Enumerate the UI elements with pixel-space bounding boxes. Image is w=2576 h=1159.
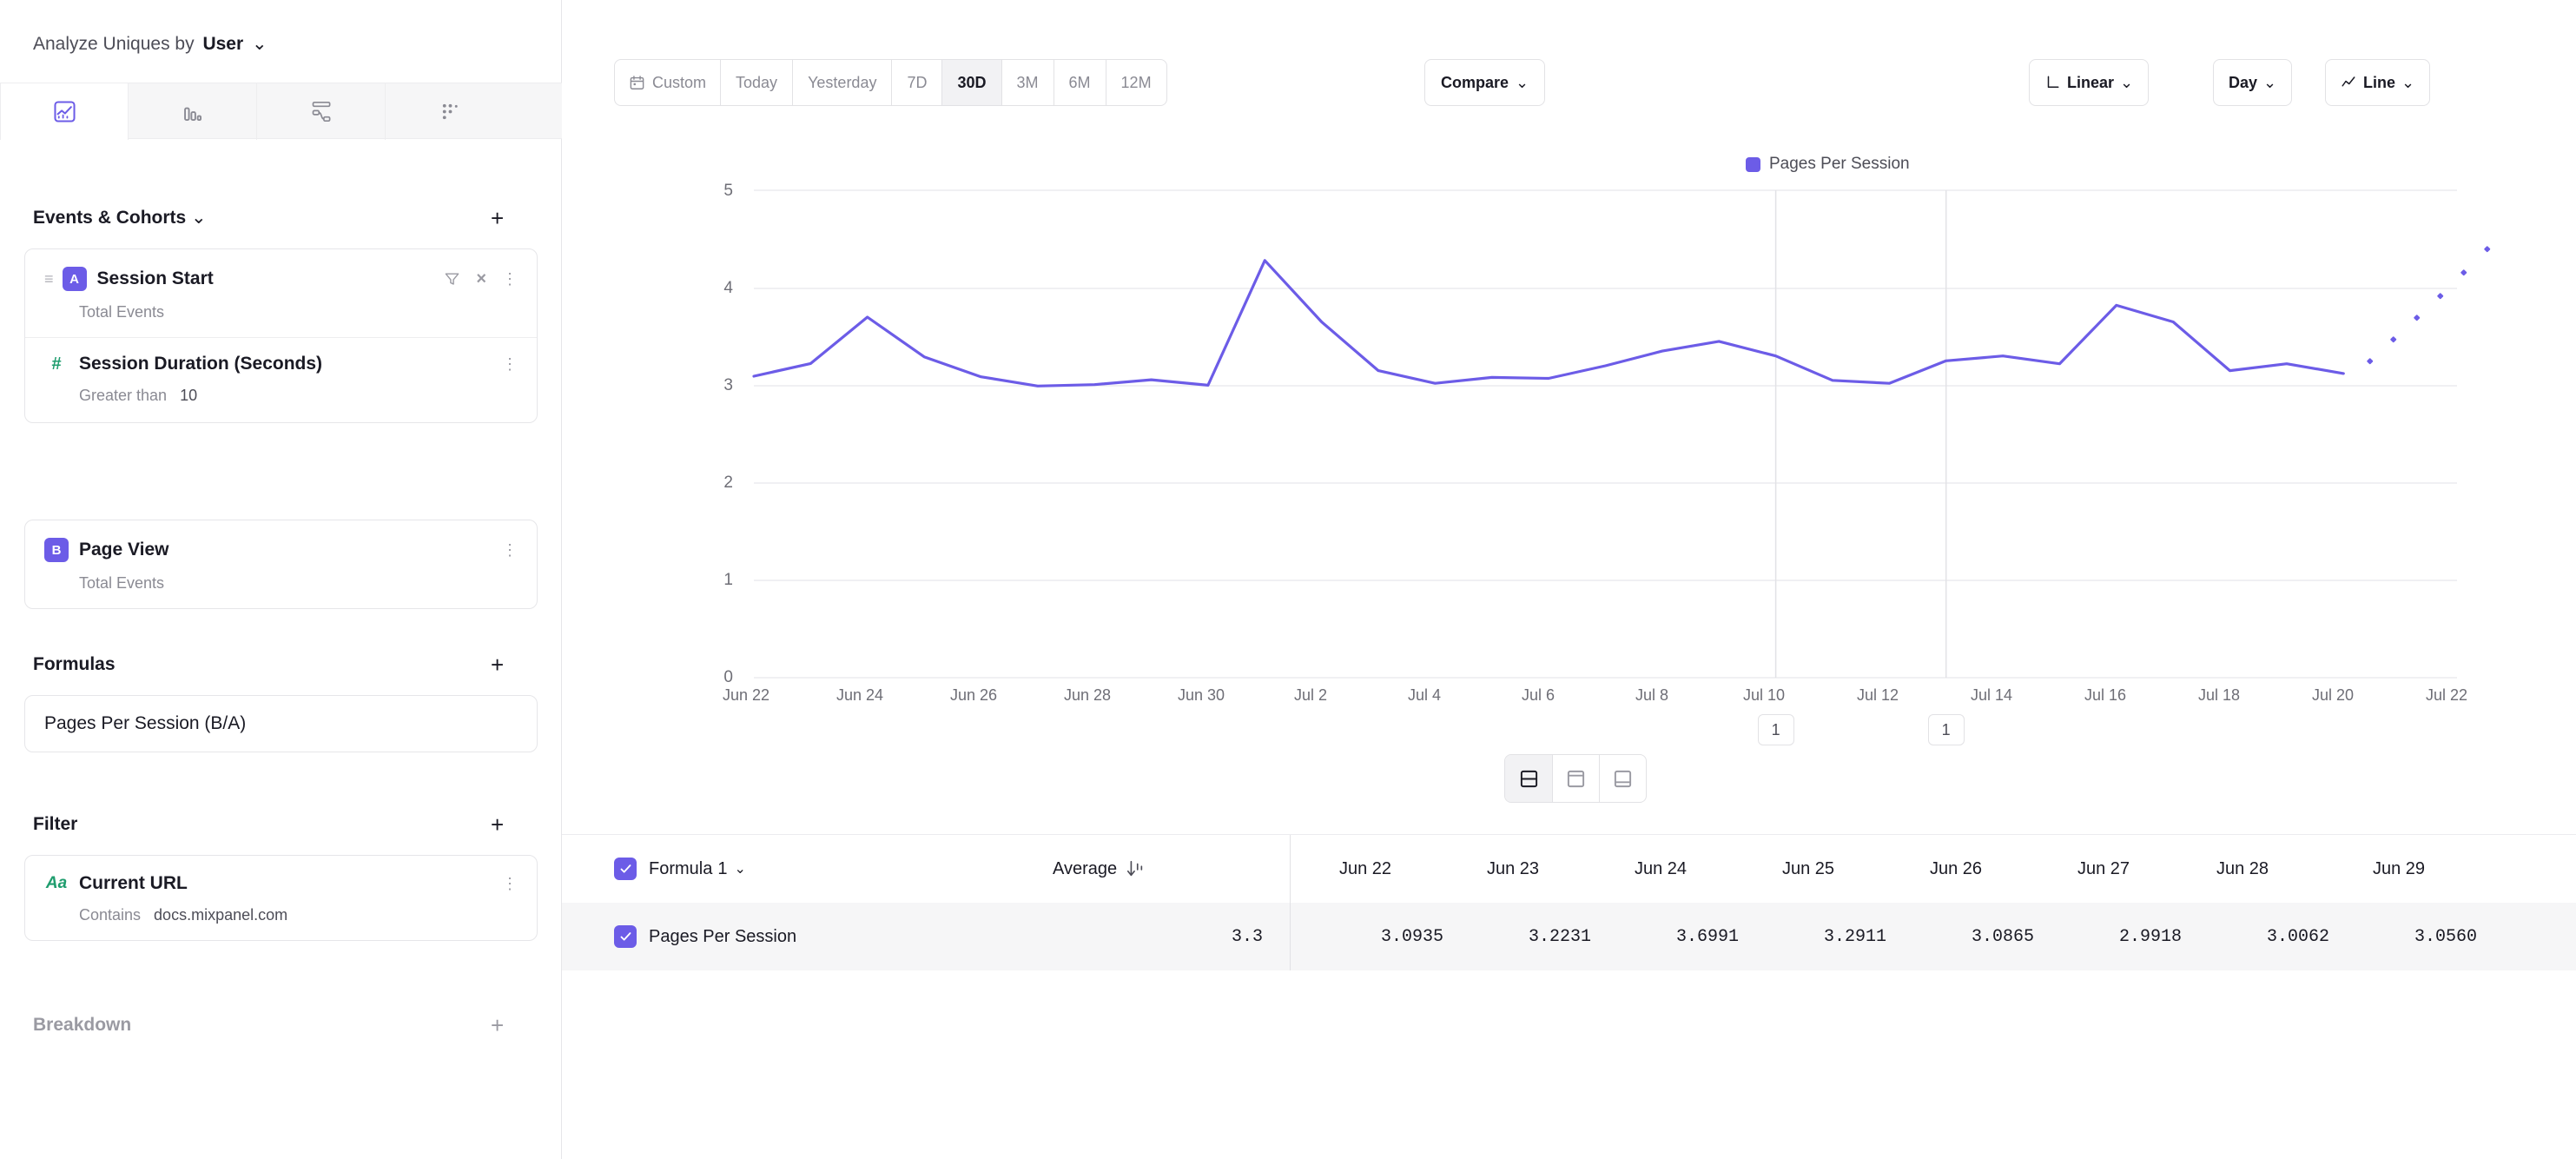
- svg-text:0: 0: [723, 668, 733, 686]
- svg-text:5: 5: [723, 182, 733, 200]
- svg-text:1: 1: [723, 571, 733, 589]
- svg-text:3: 3: [723, 376, 733, 394]
- svg-text:2: 2: [723, 474, 733, 492]
- svg-text:4: 4: [723, 279, 733, 297]
